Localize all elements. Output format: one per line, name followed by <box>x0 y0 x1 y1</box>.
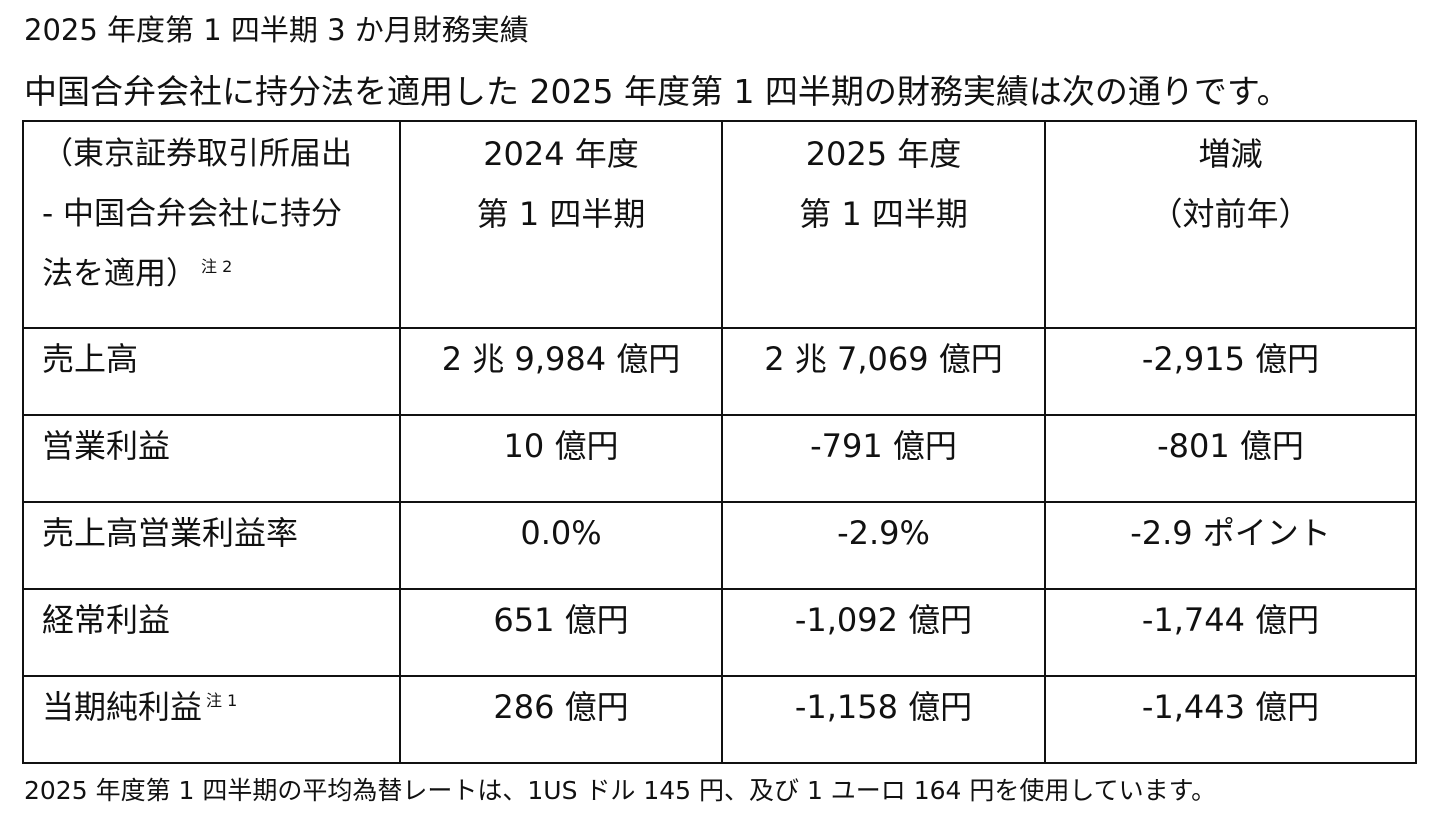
row-fy2025-value: 2 兆 7,069 億円 <box>721 327 1046 416</box>
row-label: 当期純利益注 1 <box>22 675 401 764</box>
row-fy2025-value: -1,092 億円 <box>721 588 1046 677</box>
row-fy2024-value: 651 億円 <box>399 588 723 677</box>
intro-text: 中国合弁会社に持分法を適用した 2025 年度第 1 四半期の財務実績は次の通り… <box>24 72 1290 111</box>
row-fy2024-value: 2 兆 9,984 億円 <box>399 327 723 416</box>
row-fy2024-value: 10 億円 <box>399 414 723 503</box>
header-change-cell: 増減 （対前年） <box>1044 120 1417 329</box>
header-fy2024-line: 第 1 四半期 <box>476 195 646 233</box>
row-fy2025-value: -1,158 億円 <box>721 675 1046 764</box>
table-row: 経常利益 651 億円 -1,092 億円 -1,744 億円 <box>22 588 1417 677</box>
table-row: 営業利益 10 億円 -791 億円 -801 億円 <box>22 414 1417 503</box>
row-label: 売上高営業利益率 <box>22 501 401 590</box>
header-label-line: - 中国合弁会社に持分 <box>42 196 343 232</box>
table-row: 売上高 2 兆 9,984 億円 2 兆 7,069 億円 -2,915 億円 <box>22 327 1417 416</box>
financial-results-table: （東京証券取引所届出 - 中国合弁会社に持分 法を適用）注 2 2024 年度 … <box>22 120 1417 764</box>
row-label: 売上高 <box>22 327 401 416</box>
row-label: 営業利益 <box>22 414 401 503</box>
row-change-value: -2.9 ポイント <box>1044 501 1417 590</box>
header-fy2025-line: 2025 年度 <box>805 135 962 173</box>
header-fy2025-line: 第 1 四半期 <box>799 195 968 233</box>
table-row: 売上高営業利益率 0.0% -2.9% -2.9 ポイント <box>22 501 1417 590</box>
header-label-cell: （東京証券取引所届出 - 中国合弁会社に持分 法を適用）注 2 <box>22 120 401 329</box>
header-change-line: （対前年） <box>1150 195 1311 233</box>
row-change-value: -2,915 億円 <box>1044 327 1417 416</box>
row-change-value: -801 億円 <box>1044 414 1417 503</box>
header-label-line: （東京証券取引所届出 <box>42 136 352 172</box>
row-change-value: -1,744 億円 <box>1044 588 1417 677</box>
header-label-line: 法を適用）注 2 <box>42 256 233 292</box>
header-change-line: 増減 <box>1198 135 1263 173</box>
header-fy2025-cell: 2025 年度 第 1 四半期 <box>721 120 1046 329</box>
header-note-marker: 注 2 <box>201 257 233 276</box>
row-fy2025-value: -791 億円 <box>721 414 1046 503</box>
row-fy2025-value: -2.9% <box>721 501 1046 590</box>
header-fy2024-cell: 2024 年度 第 1 四半期 <box>399 120 723 329</box>
row-fy2024-value: 0.0% <box>399 501 723 590</box>
footnote-exchange-rate: 2025 年度第 1 四半期の平均為替レートは、1US ドル 145 円、及び … <box>24 776 1217 805</box>
table-header-row: （東京証券取引所届出 - 中国合弁会社に持分 法を適用）注 2 2024 年度 … <box>22 120 1417 329</box>
row-fy2024-value: 286 億円 <box>399 675 723 764</box>
page-heading: 2025 年度第 1 四半期 3 か月財務実績 <box>24 13 529 47</box>
row-label: 経常利益 <box>22 588 401 677</box>
row-note-marker: 注 1 <box>206 691 238 710</box>
header-fy2024-line: 2024 年度 <box>483 135 639 173</box>
table-row: 当期純利益注 1 286 億円 -1,158 億円 -1,443 億円 <box>22 675 1417 764</box>
row-change-value: -1,443 億円 <box>1044 675 1417 764</box>
